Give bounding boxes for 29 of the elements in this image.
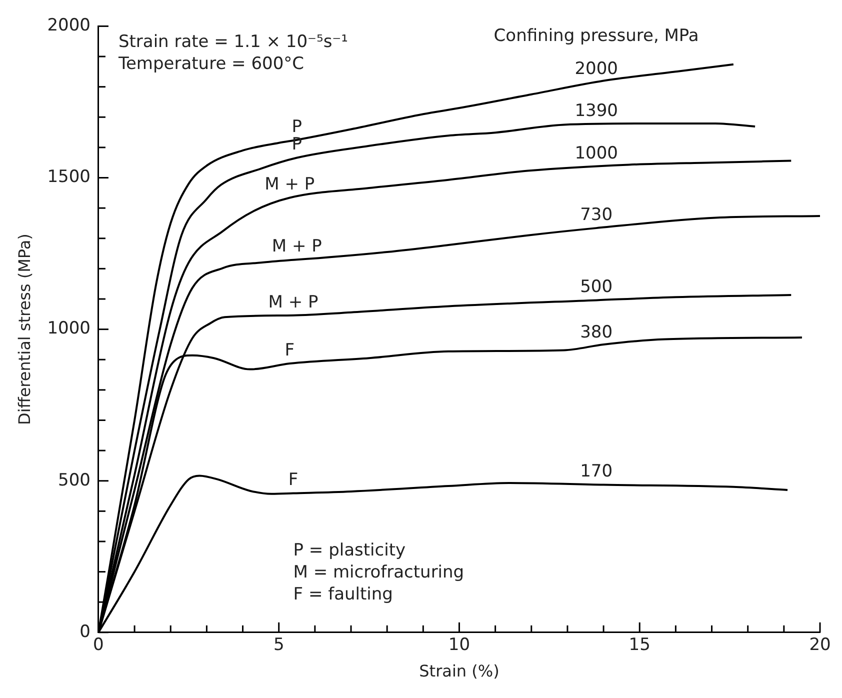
annotation: F xyxy=(288,470,298,490)
annotation: P = plasticity M = microfracturing F = faulting xyxy=(293,540,464,604)
series-label: 500 xyxy=(580,277,613,298)
x-tick-label: 15 xyxy=(628,635,650,656)
y-tick-label: 2000 xyxy=(47,16,90,36)
series-label: 1000 xyxy=(574,144,618,164)
y-tick-label: 500 xyxy=(58,470,90,490)
annotation: P xyxy=(292,116,302,137)
annotation: M + P xyxy=(272,236,322,257)
x-tick-label: 5 xyxy=(273,635,284,656)
series-label: 380 xyxy=(580,322,613,342)
series-label: 1390 xyxy=(574,101,618,122)
series-label: 2000 xyxy=(574,59,618,80)
x-axis-title: Strain (%) xyxy=(419,662,500,681)
annotation: P xyxy=(292,134,302,155)
series-label: 170 xyxy=(580,462,613,482)
annotation: M + P xyxy=(268,292,318,312)
x-tick-label: 0 xyxy=(93,635,104,656)
annotation: F xyxy=(284,340,295,360)
annotation: M + P xyxy=(264,174,315,195)
y-tick-label: 1500 xyxy=(47,167,90,188)
x-tick-label: 20 xyxy=(809,635,831,656)
series-label: 730 xyxy=(580,204,613,225)
y-axis-title: Differential stress (MPa) xyxy=(14,234,34,425)
x-tick-label: 10 xyxy=(448,635,470,656)
y-tick-label: 1000 xyxy=(47,318,90,339)
y-tick-label: 0 xyxy=(80,622,90,642)
annotation: Strain rate = 1.1 × 10⁻⁵s⁻¹ Temperature = 600°C xyxy=(117,32,348,74)
legend-title: Confining pressure, MPa xyxy=(494,26,699,46)
